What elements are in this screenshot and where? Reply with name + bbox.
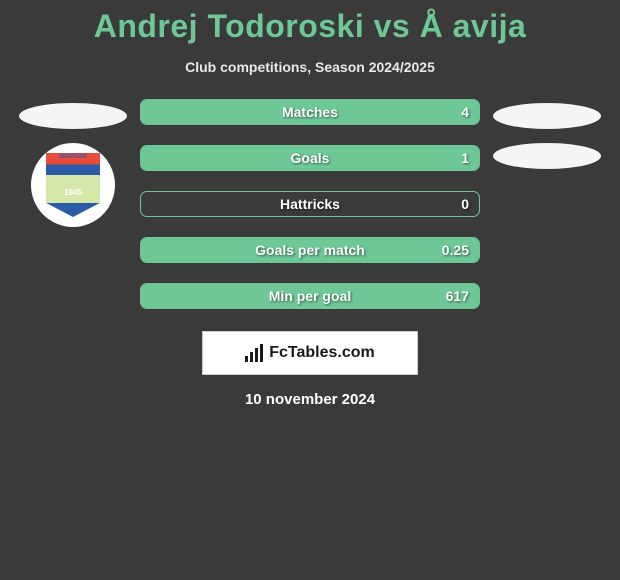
brand-link[interactable]: FcTables.com xyxy=(202,331,418,375)
footer-date: 10 november 2024 xyxy=(0,391,620,408)
root: Andrej Todoroski vs Å avija Club competi… xyxy=(0,0,620,408)
stat-label: Goals per match xyxy=(255,242,365,258)
stat-row: Hattricks 0 xyxy=(140,191,480,217)
crest-top-text: SPARTAK xyxy=(59,154,87,160)
stat-right-value: 0.25 xyxy=(442,242,469,258)
player-left-silhouette xyxy=(19,103,127,129)
stat-right-value: 0 xyxy=(461,196,469,212)
stat-right-value: 4 xyxy=(461,104,469,120)
comparison-row: SPARTAK 1945 Matches 4 Goals 1 xyxy=(0,99,620,309)
stat-right-value: 617 xyxy=(446,288,469,304)
club-crest-shield: SPARTAK 1945 xyxy=(46,153,100,217)
player-right-col xyxy=(492,99,602,169)
stat-right-value: 1 xyxy=(461,150,469,166)
club-right-silhouette xyxy=(493,143,601,169)
player-left-col: SPARTAK 1945 xyxy=(18,99,128,227)
stat-label: Matches xyxy=(282,104,338,120)
crest-year: 1945 xyxy=(64,188,82,197)
stats-column: Matches 4 Goals 1 Hattricks 0 Goals per … xyxy=(140,99,480,309)
stat-row: Min per goal 617 xyxy=(140,283,480,309)
stat-label: Min per goal xyxy=(269,288,351,304)
stat-row: Goals per match 0.25 xyxy=(140,237,480,263)
page-title: Andrej Todoroski vs Å avija xyxy=(0,8,620,45)
stat-row: Goals 1 xyxy=(140,145,480,171)
page-subtitle: Club competitions, Season 2024/2025 xyxy=(0,59,620,75)
player-right-silhouette xyxy=(493,103,601,129)
club-crest-left: SPARTAK 1945 xyxy=(31,143,115,227)
stat-label: Goals xyxy=(291,150,330,166)
brand-text: FcTables.com xyxy=(269,344,375,362)
bar-chart-icon xyxy=(245,344,263,362)
stat-row: Matches 4 xyxy=(140,99,480,125)
stat-label: Hattricks xyxy=(280,196,340,212)
